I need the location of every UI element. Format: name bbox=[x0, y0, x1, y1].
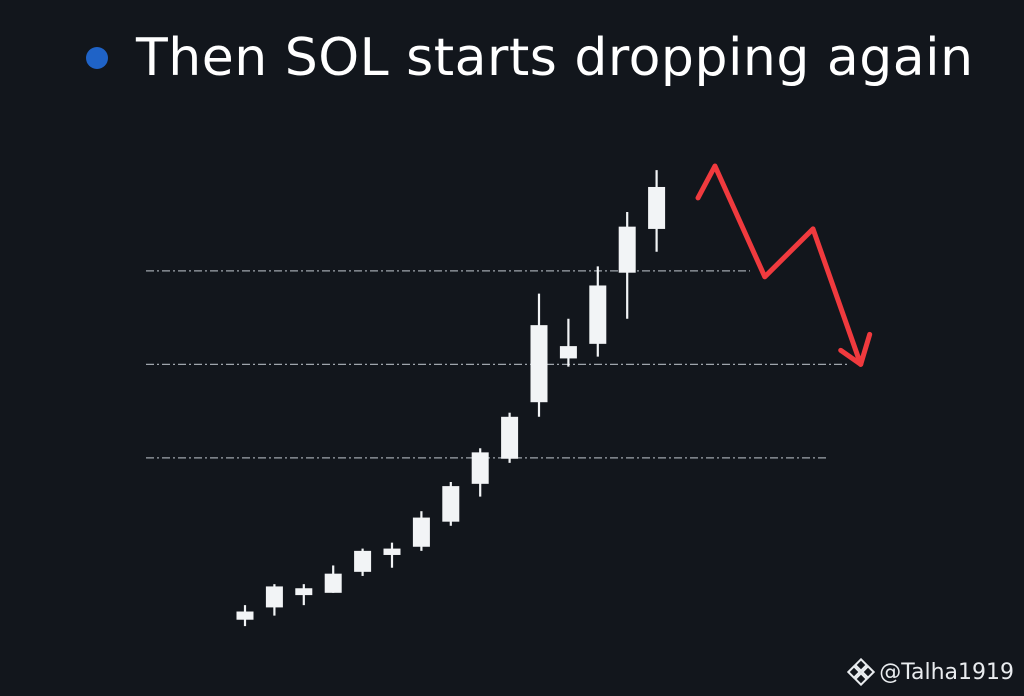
candle-body bbox=[383, 548, 401, 555]
watermark: @Talha1919 bbox=[847, 658, 1014, 686]
candle-body bbox=[236, 611, 254, 620]
candle-body bbox=[648, 186, 666, 229]
watermark-handle: @Talha1919 bbox=[879, 659, 1014, 685]
candle-body bbox=[559, 346, 577, 359]
candle-body bbox=[295, 588, 313, 596]
drop-arrow-path bbox=[695, 163, 864, 367]
headline: Then SOL starts dropping again bbox=[86, 28, 974, 88]
drop-arrow-head bbox=[838, 331, 873, 367]
candle-body bbox=[324, 573, 342, 593]
candle-body bbox=[501, 416, 519, 459]
candle-body bbox=[265, 586, 283, 608]
candle-body bbox=[530, 325, 548, 403]
headline-text: Then SOL starts dropping again bbox=[136, 28, 974, 88]
candle-body bbox=[442, 486, 460, 522]
candle-body bbox=[412, 517, 430, 547]
binance-diamond-icon bbox=[847, 658, 876, 686]
bullet-dot bbox=[86, 47, 108, 69]
candle-body bbox=[471, 452, 489, 484]
candle-body bbox=[589, 285, 607, 344]
candle-body bbox=[618, 226, 636, 273]
candle-body bbox=[354, 550, 372, 572]
